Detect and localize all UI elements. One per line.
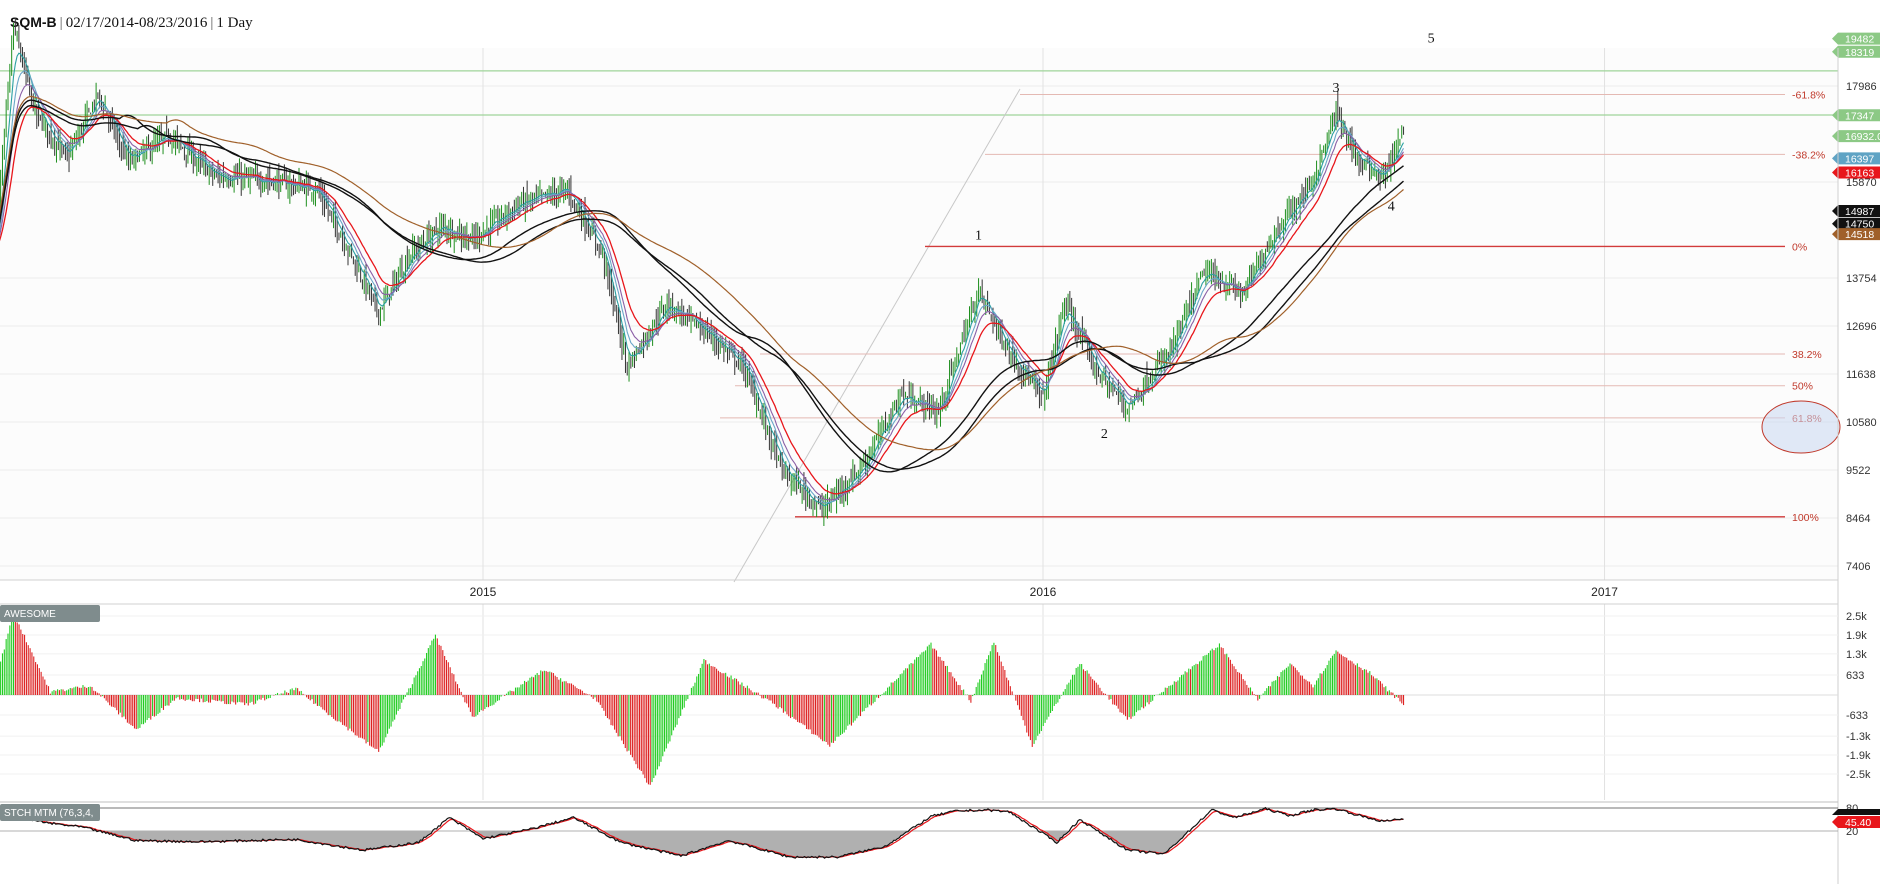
x-tick-label: 2017 — [1591, 585, 1618, 599]
moving-average-line — [0, 104, 1404, 471]
symbol-label: SQM-B — [10, 14, 57, 30]
ao-y-tick-label: 1.9k — [1846, 630, 1867, 642]
fib-level-label: 0% — [1792, 241, 1807, 253]
elliott-wave-label: 1 — [975, 229, 982, 244]
price-tag-label: 16932.00 — [1845, 131, 1889, 143]
stoch-last-value-shape — [1832, 816, 1880, 828]
fib-level-label: -38.2% — [1792, 149, 1825, 161]
price-tag: 14518 — [1832, 228, 1880, 241]
price-tag-shape — [1832, 130, 1880, 143]
price-y-tick-label: 12696 — [1846, 321, 1877, 333]
ao-y-tick-label: -633 — [1846, 710, 1868, 722]
elliott-wave-label: 5 — [1428, 32, 1435, 47]
price-y-tick-label: 11638 — [1846, 369, 1876, 381]
fib-level-label: -61.8% — [1792, 89, 1825, 101]
ao-y-tick-label: -1.3k — [1846, 731, 1871, 743]
price-tag-shape — [1832, 166, 1880, 179]
price-tag-label: 14750 — [1845, 219, 1874, 231]
fib-level-label: 50% — [1792, 381, 1813, 393]
price-tag-shape — [1832, 217, 1880, 230]
price-tag-shape — [1832, 205, 1880, 218]
price-tag-label: 14987 — [1845, 206, 1874, 218]
price-tag-label: 19482 — [1845, 34, 1874, 46]
price-tag-shape — [1832, 32, 1880, 45]
header-separator: | — [59, 15, 63, 31]
stoch-main-line — [0, 806, 1404, 859]
price-tag: 14750 — [1832, 217, 1880, 231]
elliott-wave-label: 3 — [1333, 81, 1340, 96]
price-tag: 17347 — [1832, 109, 1880, 122]
panel-label-bg — [0, 804, 100, 821]
panel-label-bg — [0, 605, 100, 622]
price-tag: 19482 — [1832, 32, 1880, 46]
price-tag: 18319 — [1832, 45, 1880, 59]
ao-panel-label: AWESOME — [4, 609, 56, 620]
price-y-tick-label: 17986 — [1846, 81, 1877, 93]
price-tag: 16163 — [1832, 166, 1880, 179]
stoch-panel-label: STCH MTM (76,3,4, — [4, 808, 93, 819]
price-tag-label: 16397 — [1845, 153, 1874, 165]
price-y-tick-label: 15870 — [1846, 177, 1877, 189]
stoch-y-tick-label: 20 — [1846, 826, 1858, 838]
stoch-oversold-fill — [0, 831, 1404, 859]
price-tag-shape — [1832, 45, 1880, 58]
ao-y-tick-label: -1.9k — [1846, 750, 1871, 762]
fib-level-label: 38.2% — [1792, 349, 1822, 361]
moving-average-line — [0, 70, 1404, 504]
stoch-upper-tag-shape — [1832, 809, 1880, 815]
price-tag-shape — [1832, 109, 1880, 122]
price-panel[interactable]: 17986 15870 13754 12696 11638 10580 9522 8464 74… — [0, 17, 1889, 884]
elliott-wave-label: 4 — [1388, 200, 1395, 215]
highlight-ellipse — [1761, 400, 1841, 454]
price-tag-label: 14518 — [1845, 229, 1874, 241]
moving-average-line — [0, 52, 1404, 507]
price-y-tick-label: 7406 — [1846, 561, 1870, 573]
moving-average-line — [0, 95, 1404, 451]
awesome-oscillator-panel[interactable]: 2.5k 1.9k 1.3k 633 -633 -1.3k -1.9k -2.5k AWESOM… — [0, 603, 1871, 785]
header-separator: | — [210, 15, 214, 31]
price-y-tick-label: 8464 — [1846, 513, 1870, 525]
price-tag-label: 18319 — [1845, 47, 1874, 59]
price-tag: 16397 — [1832, 152, 1880, 165]
fib-trendline — [733, 88, 1021, 583]
stoch-last-value-tag: 45.40 — [1832, 809, 1880, 829]
ao-y-tick-label: 633 — [1846, 670, 1864, 682]
price-y-tick-label: 9522 — [1846, 465, 1870, 477]
price-tag: 14987 — [1832, 205, 1880, 218]
ao-bars — [0, 613, 1405, 785]
interval-label: 1 Day — [216, 15, 253, 31]
x-tick-label: 2015 — [470, 585, 497, 599]
date-range-label: 02/17/2014-08/23/2016 — [65, 15, 208, 31]
price-tag: 16932.00 — [1832, 130, 1889, 143]
moving-average-line — [0, 106, 1404, 495]
x-tick-label: 2016 — [1030, 585, 1057, 599]
panel-label-tag: STCH MTM (76,3,4, — [0, 804, 100, 821]
price-y-tick-label: 10580 — [1846, 417, 1877, 429]
price-y-tick-label: 13754 — [1846, 273, 1877, 285]
price-tag-label: 16163 — [1845, 167, 1874, 179]
price-tag-shape — [1832, 152, 1880, 165]
ao-y-tick-label: -2.5k — [1846, 769, 1871, 781]
ao-y-tick-label: 1.3k — [1846, 649, 1867, 661]
price-plot-background — [0, 48, 1838, 580]
chart-header: SQM-B | 02/17/2014-08/23/2016 | 1 Day — [10, 14, 253, 32]
stochastic-momentum-panel[interactable]: 8020STCH MTM (76,3,4,45.40 — [0, 801, 1880, 859]
price-tag-shape — [1832, 228, 1880, 241]
price-tag-label: 17347 — [1845, 110, 1874, 122]
stoch-last-value-label: 45.40 — [1845, 817, 1871, 829]
panel-label-tag: AWESOME — [0, 605, 100, 622]
fib-level-label: 100% — [1792, 512, 1819, 524]
elliott-wave-label: 2 — [1101, 427, 1108, 442]
ao-y-tick-label: 2.5k — [1846, 611, 1867, 623]
